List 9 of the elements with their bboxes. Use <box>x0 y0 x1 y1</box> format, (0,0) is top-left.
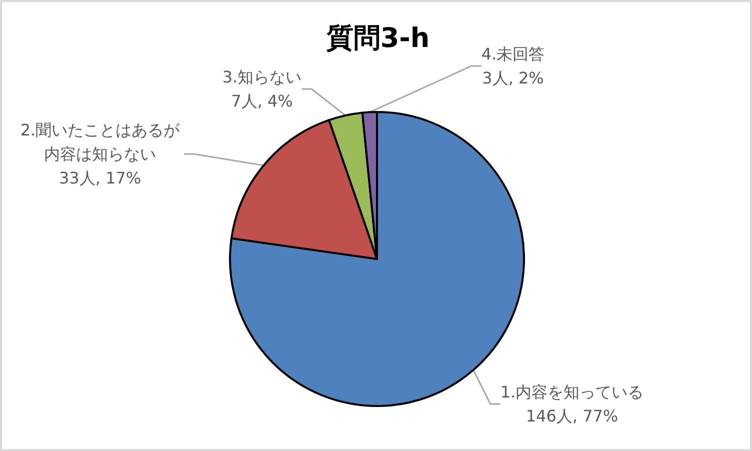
slice-label: 3.知らない <box>222 68 302 86</box>
chart-title: 質問3-h <box>325 23 430 54</box>
data-label: 7人, 4% <box>231 92 293 110</box>
slice-label: 4.未回答 <box>481 44 545 64</box>
data-label: 3人, 2% <box>482 68 544 88</box>
slice-label: 2.聞いたことはあるが内容は知らない <box>20 120 181 164</box>
data-label: 33人, 17% <box>58 168 142 188</box>
data-label: 146人, 77% <box>526 406 618 426</box>
slice-label: 1.内容を知っている <box>500 382 644 402</box>
